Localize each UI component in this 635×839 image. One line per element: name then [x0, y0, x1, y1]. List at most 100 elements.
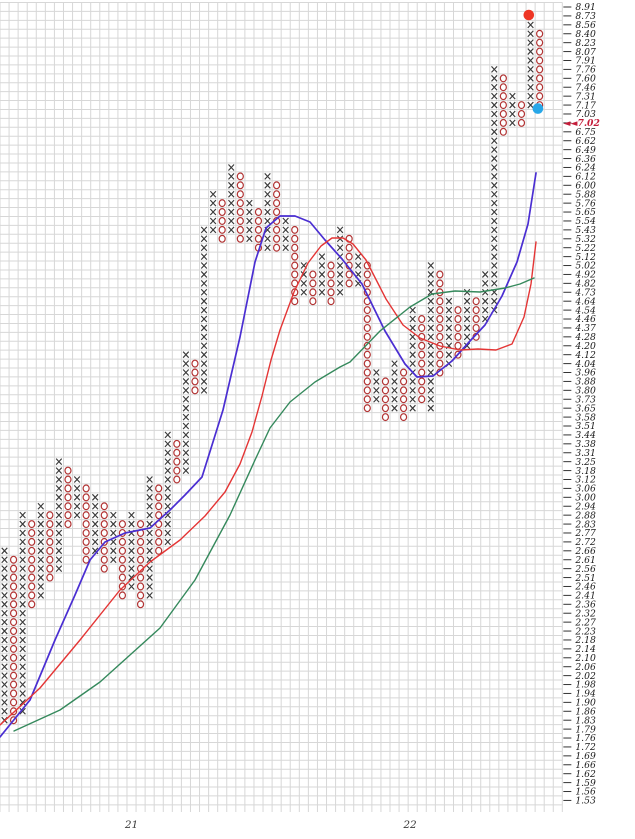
x-glyph — [445, 306, 453, 314]
x-glyph — [1, 600, 8, 608]
o-glyph — [291, 270, 299, 279]
x-glyph — [182, 413, 190, 421]
o-glyph — [136, 520, 145, 529]
price-tick-label: 6.75 — [575, 127, 596, 138]
o-glyph — [136, 573, 145, 582]
x-glyph — [1, 547, 8, 555]
price-tick-label: 2.77 — [574, 528, 596, 539]
x-glyph — [427, 324, 435, 332]
price-tick-label: 1.56 — [575, 787, 596, 798]
x-glyph — [491, 66, 498, 73]
x-glyph — [1, 636, 8, 644]
x-glyph — [200, 324, 208, 332]
price-tick-label: 4.20 — [574, 341, 596, 352]
x-glyph — [491, 101, 498, 109]
price-tick-label: 6.62 — [575, 136, 596, 147]
x-glyph — [146, 583, 153, 590]
x-glyph — [200, 386, 208, 394]
x-glyph — [491, 262, 498, 269]
pf-column-0-X — [1, 547, 8, 724]
o-glyph — [273, 225, 281, 234]
x-glyph — [37, 511, 45, 519]
x-glyph — [37, 547, 45, 555]
o-glyph — [363, 270, 371, 279]
x-glyph — [427, 404, 435, 412]
x-glyph — [491, 235, 498, 243]
o-glyph — [436, 323, 444, 332]
x-glyph — [146, 565, 153, 573]
x-glyph — [427, 395, 435, 403]
x-glyph — [209, 217, 217, 225]
x-glyph — [55, 485, 63, 492]
x-glyph — [1, 565, 8, 573]
x-glyph — [182, 378, 190, 385]
x-glyph — [1, 609, 8, 617]
x-glyph — [164, 485, 171, 492]
x-glyph — [19, 538, 26, 546]
o-glyph — [100, 555, 108, 564]
x-glyph — [128, 511, 135, 519]
pf-column-29-X — [264, 172, 271, 252]
price-tick-label: 3.58 — [575, 412, 596, 423]
x-glyph — [37, 556, 45, 564]
price-tick-label: 3.65 — [575, 403, 596, 414]
o-glyph — [28, 528, 36, 537]
x-glyph — [481, 306, 489, 314]
price-tick-label: 2.61 — [574, 555, 595, 566]
x-glyph — [318, 253, 326, 261]
price-tick-label: 1.72 — [575, 742, 596, 753]
price-tick-label: 2.18 — [574, 635, 596, 646]
x-glyph — [146, 520, 153, 528]
x-glyph — [200, 360, 208, 367]
x-glyph — [19, 672, 26, 680]
x-glyph — [427, 360, 435, 367]
x-glyph — [391, 378, 398, 385]
o-glyph — [454, 323, 462, 332]
o-glyph — [155, 511, 163, 520]
x-glyph — [19, 529, 26, 537]
x-glyph — [209, 190, 217, 198]
x-glyph — [246, 235, 253, 243]
o-glyph — [309, 270, 317, 279]
o-glyph — [418, 341, 426, 350]
o-glyph — [536, 92, 544, 101]
x-glyph — [1, 707, 8, 715]
x-glyph — [200, 351, 208, 359]
x-glyph — [427, 288, 435, 296]
price-tick-label: 7.03 — [575, 109, 596, 120]
x-glyph — [73, 511, 81, 519]
price-tick-label: 4.64 — [574, 296, 596, 307]
o-glyph — [64, 493, 72, 502]
o-glyph — [64, 466, 72, 475]
pf-column-22-X — [200, 226, 208, 394]
o-glyph — [64, 511, 72, 520]
x-glyph — [228, 217, 235, 225]
pf-column-44-O — [399, 368, 408, 422]
x-glyph — [264, 208, 271, 216]
pf-column-19-O — [173, 439, 181, 484]
purple-ma-line — [0, 172, 537, 738]
price-tick-label: 2.23 — [574, 626, 596, 637]
o-glyph — [291, 261, 299, 270]
x-glyph — [91, 520, 99, 528]
marker-dots — [523, 9, 544, 114]
price-tick-label: 2.51 — [574, 573, 595, 584]
x-glyph — [409, 404, 416, 412]
o-glyph — [363, 404, 371, 413]
price-tick-label: 1.66 — [575, 760, 596, 771]
x-glyph — [527, 39, 534, 47]
x-glyph — [445, 351, 453, 359]
o-glyph — [155, 484, 163, 493]
x-glyph — [55, 529, 63, 537]
x-glyph — [200, 244, 208, 252]
o-glyph — [363, 350, 371, 359]
x-glyph — [1, 627, 8, 635]
o-glyph — [100, 511, 108, 520]
price-scale: 8.918.738.568.408.238.077.917.767.607.46… — [563, 2, 600, 807]
o-glyph — [436, 279, 444, 288]
x-glyph — [491, 128, 498, 136]
o-glyph — [363, 359, 371, 368]
o-glyph — [309, 279, 317, 288]
x-glyph — [146, 529, 153, 537]
